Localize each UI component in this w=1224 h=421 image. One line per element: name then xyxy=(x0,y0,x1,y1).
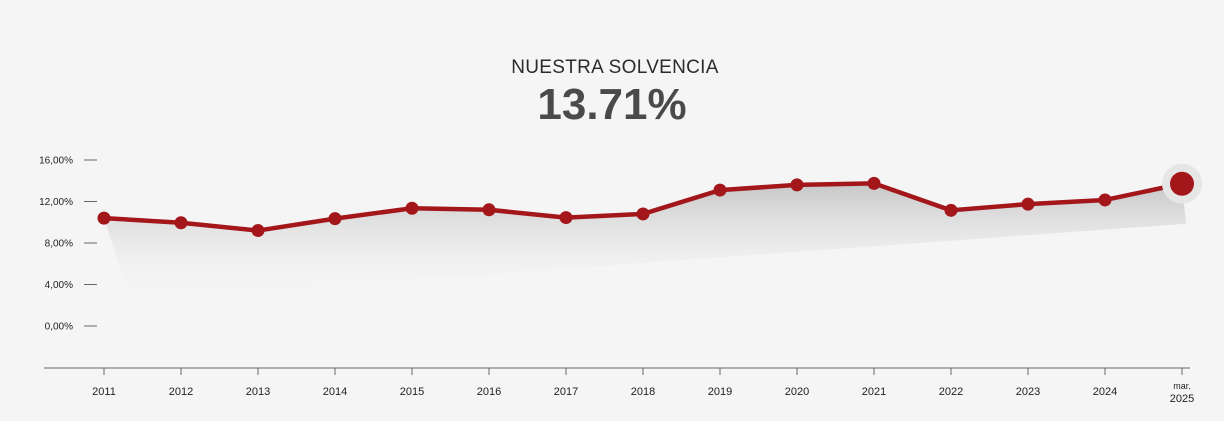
x-tick-label: 2017 xyxy=(554,386,578,398)
x-tick-label: 2020 xyxy=(785,386,809,398)
x-tick-label: 2014 xyxy=(323,386,347,398)
data-point xyxy=(867,176,881,190)
data-point xyxy=(790,178,804,192)
y-tick-label: 0,00% xyxy=(45,322,73,333)
data-point xyxy=(405,201,419,215)
data-point xyxy=(636,207,650,221)
data-point xyxy=(1021,197,1035,211)
x-tick-label: 2015 xyxy=(400,386,424,398)
data-point xyxy=(713,183,727,197)
y-tick-label: 4,00% xyxy=(45,280,73,291)
chart-title: NUESTRA SOLVENCIA xyxy=(511,57,719,78)
x-tick-label: 2021 xyxy=(862,386,886,398)
x-tick-label: 2011 xyxy=(92,386,116,398)
data-point xyxy=(97,211,111,225)
x-tick-label: 2013 xyxy=(246,386,270,398)
data-point xyxy=(559,211,573,225)
x-tick-label: 2023 xyxy=(1016,386,1040,398)
headline-value: 13.71% xyxy=(537,80,687,129)
line-area-fill xyxy=(104,183,1186,300)
y-tick-label: 12,00% xyxy=(39,197,73,208)
x-tick-label: 2016 xyxy=(477,386,501,398)
data-point xyxy=(328,212,342,226)
data-point xyxy=(944,203,958,217)
x-tick-label: 2022 xyxy=(939,386,963,398)
y-tick-label: 8,00% xyxy=(45,239,73,250)
data-point xyxy=(174,216,188,230)
x-tick-label: 2018 xyxy=(631,386,655,398)
y-tick-label: 16,00% xyxy=(39,156,73,167)
data-point xyxy=(482,203,496,217)
highlight-data-point xyxy=(1170,171,1194,196)
x-tick-label: 2019 xyxy=(708,386,732,398)
x-tick-label: 2024 xyxy=(1093,386,1117,398)
x-tick-label: mar. 2025 xyxy=(1170,381,1194,405)
x-tick-label: 2012 xyxy=(169,386,193,398)
data-point xyxy=(251,224,265,238)
data-point xyxy=(1098,193,1112,207)
